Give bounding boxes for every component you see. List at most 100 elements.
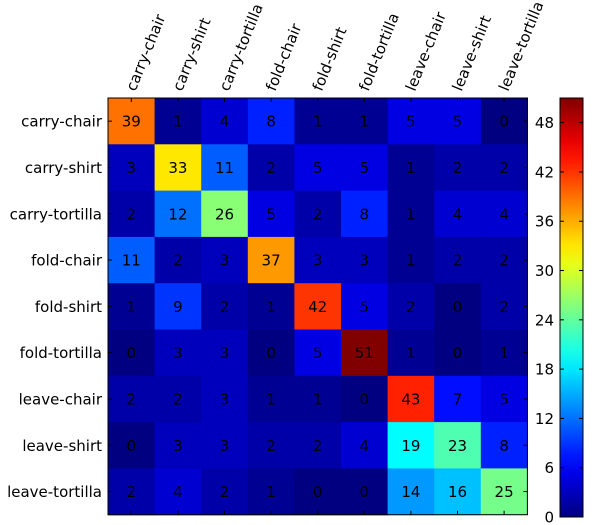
heatmap-cell bbox=[154, 144, 202, 192]
colorbar: 0 6 12 18 24 30 36 42 48 bbox=[535, 97, 584, 525]
heatmap-cell bbox=[294, 375, 342, 423]
cell-value-label: 2 bbox=[313, 205, 323, 223]
cell-value-label: 16 bbox=[448, 483, 467, 501]
heatmap-cells bbox=[108, 98, 528, 516]
cell-value-label: 1 bbox=[406, 159, 416, 177]
heatmap-cell bbox=[480, 329, 528, 377]
cell-value-label: 42 bbox=[308, 298, 327, 316]
colorbar-tick-label: 0 bbox=[544, 509, 554, 525]
heatmap-cell bbox=[341, 422, 389, 469]
cell-value-label: 5 bbox=[313, 159, 323, 177]
cell-value-label: 0 bbox=[127, 437, 137, 455]
y-tick-label: carry-tortilla bbox=[10, 205, 102, 223]
heatmap-cell bbox=[294, 98, 342, 145]
x-tick-label: carry-shirt bbox=[169, 15, 215, 93]
heatmap-cell bbox=[108, 329, 156, 377]
heatmap-cell bbox=[480, 144, 528, 192]
heatmap-cell bbox=[294, 190, 342, 238]
colorbar-tick-label: 18 bbox=[535, 361, 554, 379]
cell-value-label: 4 bbox=[220, 113, 230, 131]
x-tick-label: leave-shirt bbox=[449, 13, 496, 94]
cell-value-label: 0 bbox=[313, 483, 323, 501]
colorbar-tick-label: 12 bbox=[535, 410, 554, 428]
cell-value-label: 5 bbox=[360, 159, 370, 177]
heatmap-cell bbox=[434, 375, 482, 423]
cell-value-label: 3 bbox=[220, 344, 230, 362]
heatmap-cell bbox=[247, 98, 295, 145]
heatmap-cell bbox=[387, 422, 435, 469]
heatmap-cell bbox=[201, 468, 249, 516]
cell-value-label: 1 bbox=[406, 344, 416, 362]
cell-value-label: 1 bbox=[313, 113, 323, 131]
heatmap-cell bbox=[480, 98, 528, 145]
heatmap-cell bbox=[108, 375, 156, 423]
heatmap-cell bbox=[341, 329, 389, 377]
colorbar-tick-label: 36 bbox=[535, 213, 554, 231]
y-tick-label: carry-chair bbox=[21, 113, 103, 131]
heatmap-cell bbox=[480, 283, 528, 331]
y-tick-label: leave-chair bbox=[19, 390, 103, 408]
y-tick-label: leave-tortilla bbox=[7, 483, 102, 501]
cell-value-label: 1 bbox=[360, 113, 370, 131]
x-tick-label: fold-chair bbox=[262, 20, 306, 93]
heatmap-cell bbox=[201, 283, 249, 331]
cell-value-label: 3 bbox=[360, 252, 370, 270]
heatmap-cell bbox=[434, 98, 482, 145]
cell-value-label: 14 bbox=[401, 483, 420, 501]
cell-value-label: 11 bbox=[122, 252, 141, 270]
cell-value-label: 0 bbox=[360, 390, 370, 408]
cell-value-label: 37 bbox=[262, 252, 281, 270]
heatmap-cell bbox=[387, 190, 435, 238]
heatmap-cell bbox=[247, 375, 295, 423]
cell-value-label: 25 bbox=[495, 483, 514, 501]
cell-value-label: 4 bbox=[499, 205, 509, 223]
heatmap-cell bbox=[108, 422, 156, 469]
cell-value-label: 8 bbox=[499, 437, 509, 455]
cell-value-label: 1 bbox=[173, 113, 183, 131]
x-tick-label: leave-chair bbox=[402, 9, 450, 94]
cell-value-label: 0 bbox=[360, 483, 370, 501]
cell-value-label: 2 bbox=[127, 205, 137, 223]
cell-value-label: 2 bbox=[173, 390, 183, 408]
y-axis-tick-labels: carry-chair carry-shirt carry-tortilla fold… bbox=[7, 113, 103, 501]
cell-value-label: 2 bbox=[266, 159, 276, 177]
heatmap-cell bbox=[247, 422, 295, 469]
cell-value-label: 2 bbox=[453, 159, 463, 177]
colorbar-tick-label: 42 bbox=[535, 163, 554, 181]
cell-value-label: 1 bbox=[406, 252, 416, 270]
heatmap-cell bbox=[201, 375, 249, 423]
heatmap-cell bbox=[247, 283, 295, 331]
heatmap-cell bbox=[480, 468, 528, 516]
cell-value-label: 0 bbox=[127, 344, 137, 362]
cell-value-label: 0 bbox=[453, 344, 463, 362]
cell-value-label: 2 bbox=[499, 159, 509, 177]
heatmap-cell bbox=[154, 329, 202, 377]
cell-value-label: 2 bbox=[173, 252, 183, 270]
heatmap-cell bbox=[480, 190, 528, 238]
heatmap-cell bbox=[387, 375, 435, 423]
cell-value-label: 5 bbox=[499, 390, 509, 408]
heatmap-cell bbox=[434, 468, 482, 516]
cell-value-label: 2 bbox=[220, 483, 230, 501]
y-tick-label: carry-shirt bbox=[25, 159, 102, 177]
heatmap-cell bbox=[201, 329, 249, 377]
heatmap-cell bbox=[387, 283, 435, 331]
heatmap-cell bbox=[434, 422, 482, 469]
heatmap-cell bbox=[341, 98, 389, 145]
heatmap-cell bbox=[341, 375, 389, 423]
heatmap-cell bbox=[294, 283, 342, 331]
heatmap-cell bbox=[341, 283, 389, 331]
cell-value-label: 3 bbox=[220, 437, 230, 455]
heatmap-cell bbox=[480, 236, 528, 284]
cell-value-label: 26 bbox=[215, 205, 234, 223]
heatmap-cell bbox=[201, 98, 249, 145]
cell-value-label: 2 bbox=[127, 390, 137, 408]
cell-value-label: 2 bbox=[266, 437, 276, 455]
y-tick-label: fold-shirt bbox=[35, 298, 102, 316]
heatmap-cell bbox=[154, 98, 202, 145]
heatmap-cell bbox=[341, 190, 389, 238]
cell-value-label: 3 bbox=[313, 252, 323, 270]
heatmap-cell bbox=[434, 190, 482, 238]
heatmap-cell bbox=[341, 468, 389, 516]
heatmap-cell bbox=[247, 329, 295, 377]
